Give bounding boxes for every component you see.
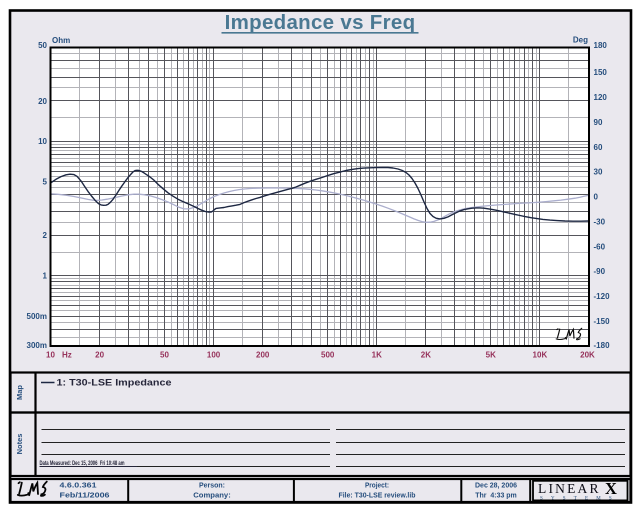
svg-text:500m: 500m [27, 312, 47, 321]
svg-text:Hz: Hz [62, 351, 72, 360]
svg-text:Feb/11/2006: Feb/11/2006 [60, 491, 110, 500]
svg-text:File: T30-LSE review.lib: File: T30-LSE review.lib [339, 491, 416, 500]
svg-text:-120: -120 [594, 292, 611, 301]
svg-text:90: 90 [594, 118, 603, 127]
svg-text:Impedance vs Freq: Impedance vs Freq [225, 11, 416, 34]
svg-text:-90: -90 [594, 267, 606, 276]
svg-text:Ohm: Ohm [52, 36, 70, 45]
svg-text:10: 10 [46, 351, 55, 360]
svg-text:200: 200 [256, 351, 270, 360]
svg-text:10K: 10K [533, 351, 548, 360]
svg-text:20: 20 [38, 97, 47, 106]
svg-text:50: 50 [160, 351, 169, 360]
svg-text:-180: -180 [594, 341, 611, 350]
svg-text:Notes: Notes [15, 434, 24, 455]
svg-text:60: 60 [594, 143, 603, 152]
svg-text:20: 20 [95, 351, 104, 360]
svg-text:Data Measured: Dec 15, 2006 F: Data Measured: Dec 15, 2006 Fri 10:48 am [40, 460, 125, 467]
svg-text:Company:: Company: [193, 491, 231, 500]
svg-text:300m: 300m [27, 341, 47, 350]
svg-text:20K: 20K [580, 351, 595, 360]
svg-text:180: 180 [594, 41, 608, 50]
svg-text:50: 50 [38, 41, 47, 50]
svg-text:-60: -60 [594, 242, 606, 251]
svg-text:Dec 28, 2006: Dec 28, 2006 [475, 480, 517, 489]
svg-text:Deg: Deg [573, 36, 588, 45]
svg-text:5K: 5K [486, 351, 496, 360]
svg-text:10: 10 [38, 137, 47, 146]
svg-text:30: 30 [594, 168, 603, 177]
svg-text:Project:: Project: [365, 480, 389, 489]
svg-text:1K: 1K [372, 351, 382, 360]
svg-text:Map: Map [15, 385, 24, 400]
svg-text:2: 2 [43, 231, 48, 240]
svg-text:120: 120 [594, 93, 608, 102]
svg-text:-30: -30 [594, 217, 606, 226]
svg-text:Person:: Person: [199, 480, 225, 489]
svg-text:1: T30-LSE Impedance: 1: T30-LSE Impedance [57, 378, 172, 389]
svg-text:Thr 4:33 pm: Thr 4:33 pm [475, 491, 517, 500]
svg-text:150: 150 [594, 68, 608, 77]
svg-text:0: 0 [594, 193, 599, 202]
svg-text:1: 1 [43, 272, 48, 281]
svg-text:2K: 2K [421, 351, 431, 360]
svg-text:-150: -150 [594, 317, 611, 326]
svg-text:LINEAR: LINEAR [538, 481, 601, 496]
svg-text:500: 500 [321, 351, 335, 360]
svg-text:100: 100 [207, 351, 221, 360]
svg-text:SYSTEMS: SYSTEMS [540, 497, 620, 502]
svg-text:4.6.0.361: 4.6.0.361 [60, 480, 97, 489]
svg-text:5: 5 [43, 178, 48, 187]
svg-text:X: X [605, 479, 617, 498]
